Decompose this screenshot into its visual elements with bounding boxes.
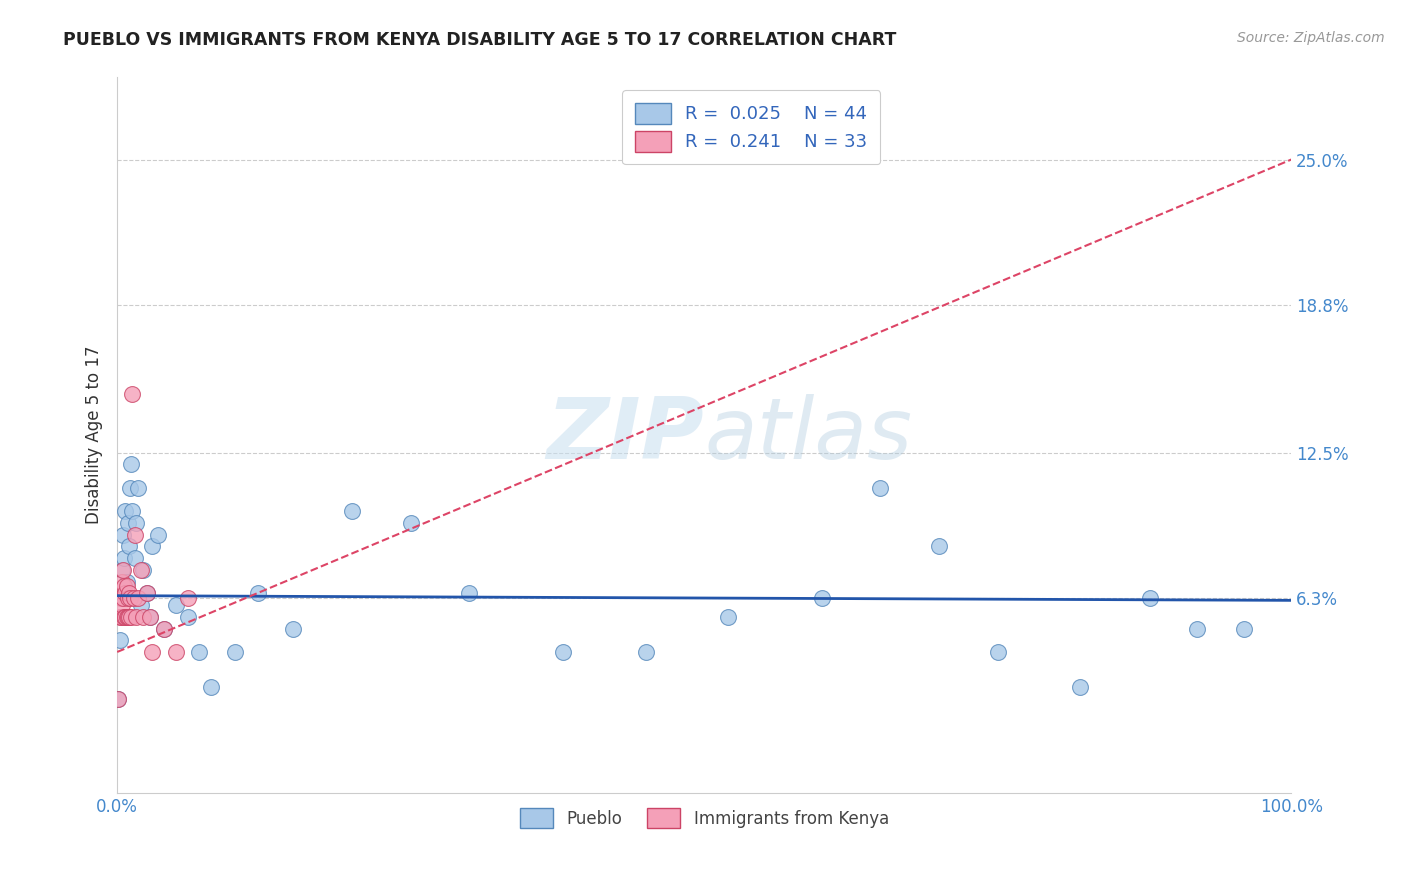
Point bbox=[112, 591, 135, 605]
Point bbox=[200, 680, 222, 694]
Point bbox=[112, 579, 135, 593]
Point bbox=[810, 591, 832, 605]
Point bbox=[110, 609, 132, 624]
Point bbox=[117, 591, 139, 605]
Point bbox=[458, 586, 481, 600]
Point bbox=[869, 481, 891, 495]
Point bbox=[153, 622, 176, 636]
Point bbox=[110, 591, 132, 605]
Point bbox=[139, 609, 162, 624]
Point bbox=[125, 516, 148, 530]
Point bbox=[120, 609, 142, 624]
Point bbox=[110, 591, 132, 605]
Point bbox=[120, 591, 142, 605]
Point bbox=[127, 591, 149, 605]
Point bbox=[135, 586, 157, 600]
Point bbox=[112, 609, 135, 624]
Point bbox=[1069, 680, 1091, 694]
Point bbox=[121, 504, 143, 518]
Point bbox=[340, 504, 363, 518]
Point bbox=[132, 609, 155, 624]
Point bbox=[224, 645, 246, 659]
Point bbox=[132, 563, 155, 577]
Point bbox=[111, 574, 134, 589]
Point bbox=[283, 622, 305, 636]
Legend: Pueblo, Immigrants from Kenya: Pueblo, Immigrants from Kenya bbox=[513, 802, 896, 834]
Point bbox=[135, 586, 157, 600]
Point bbox=[139, 609, 162, 624]
Point bbox=[107, 691, 129, 706]
Point bbox=[124, 551, 146, 566]
Point bbox=[107, 691, 129, 706]
Point bbox=[247, 586, 270, 600]
Text: atlas: atlas bbox=[704, 393, 912, 476]
Point bbox=[153, 622, 176, 636]
Point bbox=[1139, 591, 1161, 605]
Point bbox=[117, 609, 139, 624]
Point bbox=[114, 586, 136, 600]
Point bbox=[120, 481, 142, 495]
Text: ZIP: ZIP bbox=[547, 393, 704, 476]
Point bbox=[717, 609, 740, 624]
Point bbox=[115, 579, 138, 593]
Point bbox=[125, 609, 148, 624]
Point bbox=[112, 563, 135, 577]
Point bbox=[117, 516, 139, 530]
Point bbox=[121, 387, 143, 401]
Point bbox=[118, 609, 141, 624]
Point bbox=[148, 527, 170, 541]
Point bbox=[1187, 622, 1209, 636]
Point bbox=[111, 563, 134, 577]
Point bbox=[115, 574, 138, 589]
Point bbox=[122, 591, 145, 605]
Point bbox=[118, 540, 141, 554]
Point bbox=[188, 645, 211, 659]
Point bbox=[553, 645, 575, 659]
Point bbox=[165, 645, 187, 659]
Point bbox=[111, 598, 134, 612]
Point bbox=[112, 527, 135, 541]
Point bbox=[987, 645, 1010, 659]
Point bbox=[176, 591, 198, 605]
Point bbox=[118, 586, 141, 600]
Point bbox=[129, 563, 152, 577]
Y-axis label: Disability Age 5 to 17: Disability Age 5 to 17 bbox=[86, 346, 103, 524]
Text: Source: ZipAtlas.com: Source: ZipAtlas.com bbox=[1237, 31, 1385, 45]
Point bbox=[1233, 622, 1256, 636]
Point bbox=[112, 551, 135, 566]
Point bbox=[120, 458, 142, 472]
Point bbox=[108, 609, 131, 624]
Point bbox=[634, 645, 657, 659]
Point bbox=[114, 609, 136, 624]
Point bbox=[928, 540, 950, 554]
Point bbox=[114, 504, 136, 518]
Point bbox=[127, 481, 149, 495]
Point bbox=[165, 598, 187, 612]
Point bbox=[141, 540, 163, 554]
Text: PUEBLO VS IMMIGRANTS FROM KENYA DISABILITY AGE 5 TO 17 CORRELATION CHART: PUEBLO VS IMMIGRANTS FROM KENYA DISABILI… bbox=[63, 31, 897, 49]
Point bbox=[399, 516, 422, 530]
Point bbox=[124, 527, 146, 541]
Point bbox=[176, 609, 198, 624]
Point bbox=[108, 633, 131, 648]
Point bbox=[141, 645, 163, 659]
Point bbox=[115, 609, 138, 624]
Point bbox=[129, 598, 152, 612]
